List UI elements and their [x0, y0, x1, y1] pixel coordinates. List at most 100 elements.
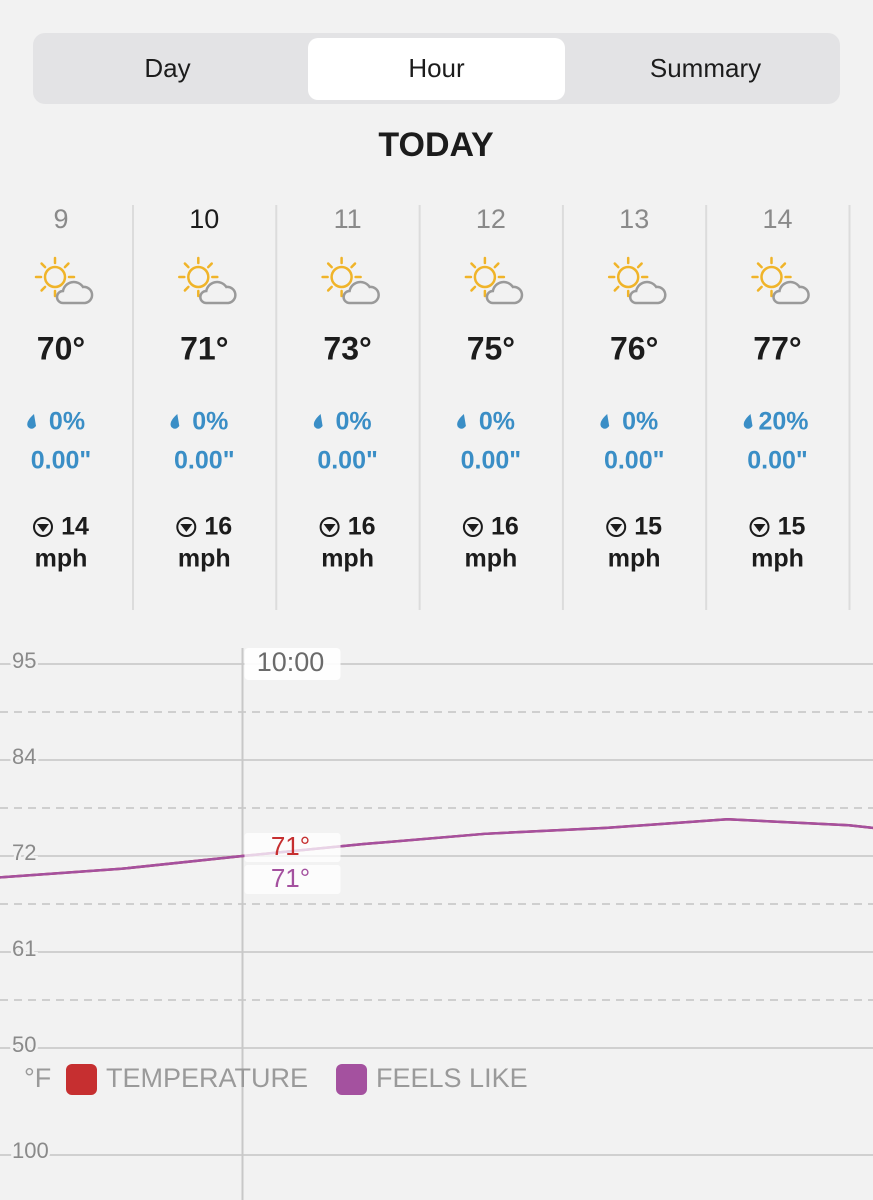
legend-swatch — [66, 1064, 97, 1095]
wind-icon — [176, 517, 197, 537]
drop-icon — [600, 414, 610, 429]
sun-ray — [756, 285, 763, 292]
sun-ray — [350, 262, 357, 269]
sun — [330, 265, 353, 289]
wind-arrow — [37, 524, 49, 532]
cursor-value: 71° — [271, 831, 310, 861]
weather-icon — [321, 256, 380, 305]
wind-arrow — [753, 524, 766, 532]
weather-icon — [464, 256, 524, 305]
wind-speed: 16 — [348, 513, 376, 541]
precip-chance: 0% — [622, 408, 658, 436]
temperature: 73° — [323, 330, 371, 366]
wind-icon — [33, 517, 53, 537]
cloud — [342, 280, 380, 305]
precip-amount: 0.00" — [604, 447, 665, 475]
wind-icon — [462, 517, 483, 537]
sun-ray — [326, 262, 333, 269]
drop-icon — [27, 414, 36, 429]
y-tick-label: 50 — [12, 1032, 36, 1057]
drop-icon — [170, 414, 180, 429]
precip-chance: 20% — [758, 408, 808, 436]
precip-amount: 0.00" — [174, 447, 235, 475]
tab-label[interactable]: Summary — [650, 53, 761, 83]
cloud — [199, 280, 237, 305]
precip-amount: 0.00" — [461, 447, 522, 475]
hour-label: 10 — [189, 204, 219, 234]
hour-label: 12 — [476, 204, 506, 234]
weather-icon — [751, 256, 810, 305]
cursor-label: 10:00 — [257, 647, 325, 677]
legend-label: TEMPERATURE — [106, 1063, 308, 1093]
sun-ray — [40, 285, 47, 292]
temperature: 77° — [753, 330, 801, 366]
sun-ray — [183, 285, 190, 292]
cursor-value-bg — [244, 865, 341, 894]
cursor-value-bg — [244, 833, 341, 862]
temperature: 71° — [180, 330, 228, 366]
tab-label[interactable]: Hour — [408, 53, 465, 83]
hour-label: 13 — [619, 204, 649, 234]
precip-chance: 0% — [336, 408, 372, 436]
weather-icon — [34, 256, 94, 305]
wind-icon — [606, 517, 627, 537]
legend-label: FEELS LIKE — [376, 1063, 528, 1093]
sun-ray — [613, 285, 620, 292]
wind-unit: mph — [751, 545, 804, 573]
wind-speed: 15 — [778, 513, 806, 541]
y-tick-label: 72 — [12, 840, 36, 865]
sun-ray — [493, 262, 500, 269]
precip-amount: 0.00" — [317, 447, 378, 475]
wind-unit: mph — [178, 545, 231, 573]
precip-chance: 0% — [192, 408, 228, 436]
unit-label: °F — [24, 1063, 51, 1093]
sun-ray — [613, 262, 620, 269]
hour-label: 9 — [53, 204, 68, 234]
sun — [187, 265, 210, 289]
wind-speed: 15 — [634, 513, 662, 541]
drop-icon — [743, 414, 753, 429]
precip-amount: 0.00" — [747, 447, 808, 475]
cursor-label-bg — [244, 648, 341, 680]
cloud — [772, 280, 810, 305]
cloud — [55, 280, 94, 305]
wind-arrow — [610, 524, 623, 532]
drop-icon — [313, 414, 323, 429]
sun-ray — [756, 262, 763, 269]
wind-speed: 16 — [491, 513, 519, 541]
cloud — [485, 280, 524, 305]
precip-amount: 0.00" — [31, 447, 92, 475]
legend-swatch — [336, 1064, 368, 1095]
sun — [473, 265, 497, 289]
temperature: 70° — [37, 330, 85, 366]
cloud — [628, 280, 667, 305]
precip-chance: 0% — [49, 408, 85, 436]
sun — [760, 265, 783, 289]
wind-unit: mph — [35, 545, 88, 573]
wind-speed: 14 — [61, 513, 89, 541]
wind-icon — [749, 517, 770, 537]
wind-arrow — [466, 524, 479, 532]
wind-unit: mph — [321, 545, 374, 573]
wind-icon — [319, 517, 340, 537]
hour-label: 14 — [762, 204, 792, 234]
temperature: 76° — [610, 330, 658, 366]
sun-ray — [780, 262, 787, 269]
sun-ray — [470, 262, 477, 269]
sun-ray — [206, 262, 213, 269]
tab-selected[interactable] — [308, 38, 565, 100]
sun-ray — [40, 262, 47, 269]
sun-ray — [63, 262, 70, 269]
sun-ray — [183, 262, 190, 269]
series-line — [0, 818, 873, 879]
temperature: 75° — [467, 330, 515, 366]
wind-unit: mph — [465, 545, 518, 573]
tab-label[interactable]: Day — [144, 53, 190, 83]
weather-icon — [607, 256, 667, 305]
sun — [43, 265, 67, 289]
y-tick-label: 61 — [12, 936, 36, 961]
wind-arrow — [180, 524, 193, 532]
